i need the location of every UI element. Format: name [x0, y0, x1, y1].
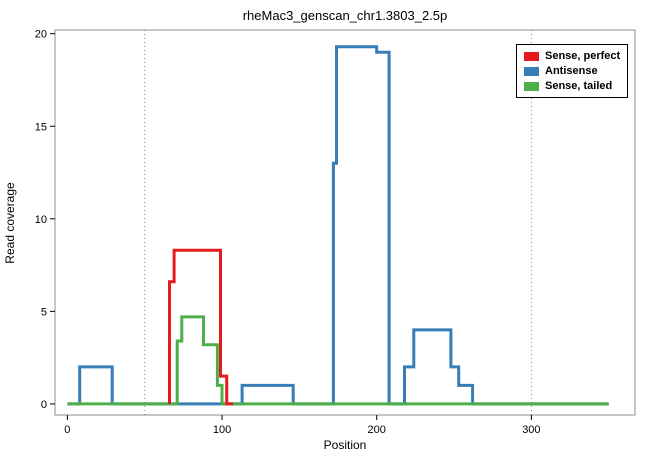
legend-label-antisense: Antisense: [545, 65, 598, 77]
series-line-sense-tailed: [67, 315, 609, 406]
y-axis-label: Read coverage: [3, 182, 17, 264]
series-line-sense-perfect: [168, 248, 233, 406]
legend-label-sense-perfect: Sense, perfect: [545, 50, 621, 62]
x-axis-tick-label: 0: [64, 424, 70, 436]
y-axis-tick-label: 10: [35, 214, 47, 226]
legend-key-sense-perfect-swatch: [524, 51, 539, 61]
legend-label-sense-tailed: Sense, tailed: [545, 80, 613, 92]
x-axis-tick-label: 100: [213, 424, 231, 436]
y-axis-tick-label: 15: [35, 121, 47, 133]
legend-key-antisense-swatch: [524, 66, 539, 76]
y-axis-tick-label: 0: [41, 399, 47, 411]
legend-item: Antisense: [524, 65, 620, 77]
x-axis-tick-label: 200: [368, 424, 386, 436]
series-line-antisense: [67, 45, 609, 406]
x-axis-label: Position: [324, 438, 367, 452]
legend: Sense, perfect Antisense Sense, tailed: [516, 44, 629, 98]
plot-panel-layer: 0 100 200 300 0 5 10 15 20: [35, 29, 636, 436]
x-axis-tick-label: 300: [522, 424, 540, 436]
legend-item: Sense, tailed: [524, 80, 620, 92]
chart-title: rheMac3_genscan_chr1.3803_2.5p: [243, 8, 448, 23]
y-axis-tick-label: 5: [41, 306, 47, 318]
plot-panel-border: [54, 29, 636, 416]
legend-key-sense-tailed-swatch: [524, 81, 539, 91]
legend-item: Sense, perfect: [524, 50, 620, 62]
y-axis-tick-label: 20: [35, 29, 47, 41]
